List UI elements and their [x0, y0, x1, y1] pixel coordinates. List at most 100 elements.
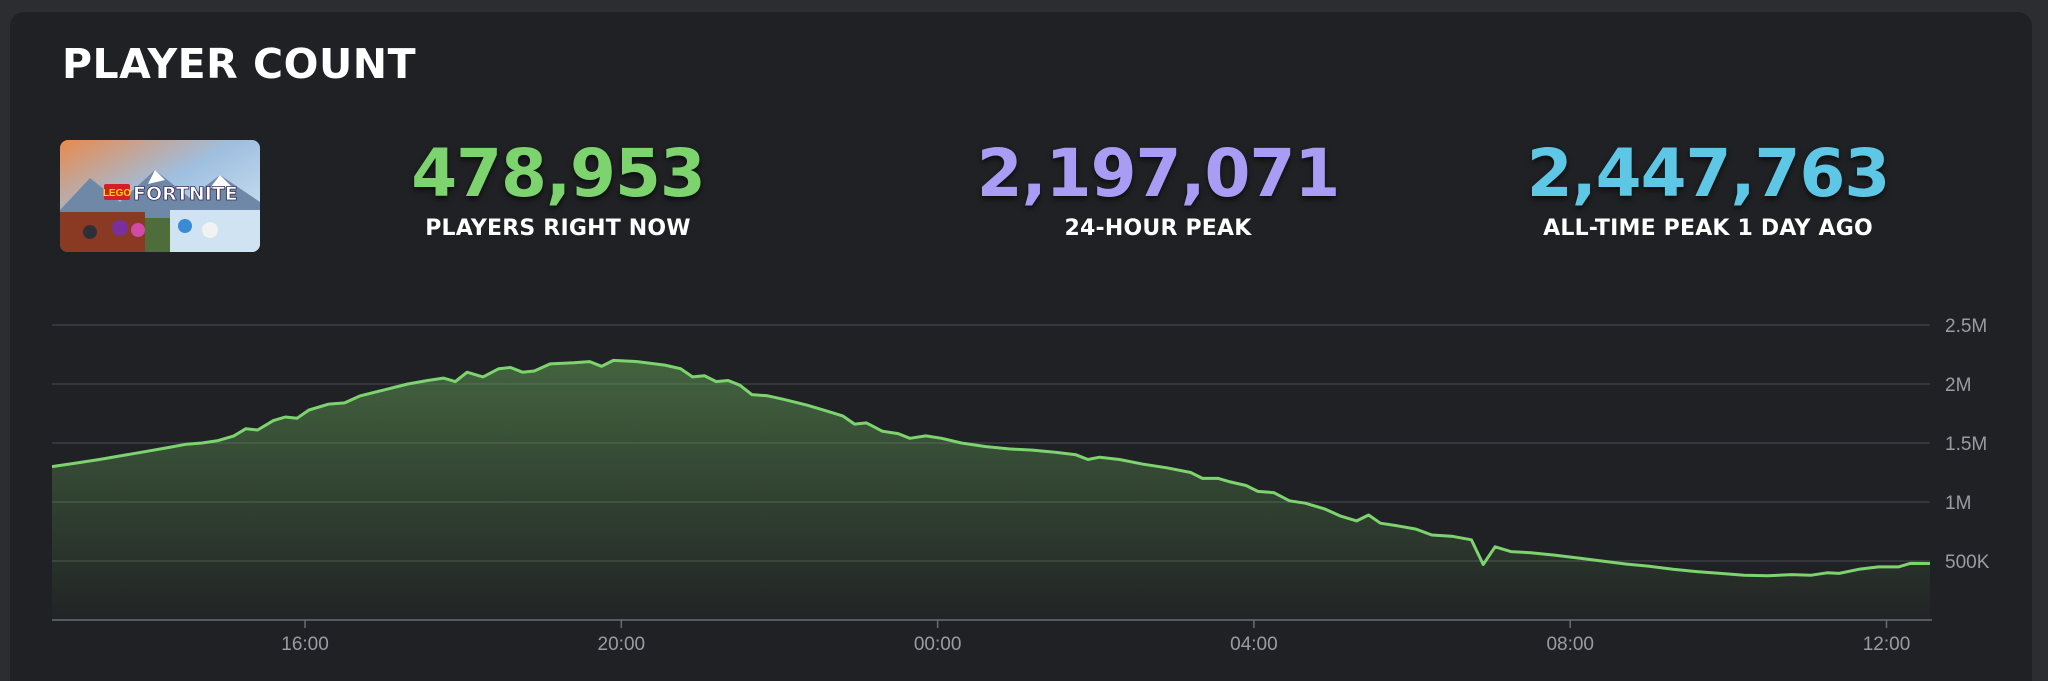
data-point[interactable] — [1892, 561, 1904, 573]
data-point[interactable] — [584, 356, 596, 368]
data-point[interactable] — [1252, 485, 1264, 497]
data-point[interactable] — [1762, 570, 1774, 582]
data-point[interactable] — [861, 417, 873, 429]
data-point[interactable] — [734, 379, 746, 391]
data-point[interactable] — [746, 389, 758, 401]
data-point[interactable] — [698, 370, 710, 382]
data-point[interactable] — [505, 362, 517, 374]
data-point[interactable] — [1477, 559, 1489, 571]
data-point[interactable] — [1374, 517, 1386, 529]
data-point[interactable] — [212, 435, 224, 447]
data-point[interactable] — [821, 405, 833, 417]
data-point[interactable] — [1284, 495, 1296, 507]
data-point[interactable] — [1137, 458, 1149, 470]
data-point[interactable] — [267, 415, 279, 427]
data-point[interactable] — [1240, 480, 1252, 492]
data-point[interactable] — [493, 363, 505, 375]
data-point[interactable] — [1548, 549, 1560, 561]
data-point[interactable] — [1212, 472, 1224, 484]
data-point[interactable] — [1620, 558, 1632, 570]
data-point[interactable] — [422, 375, 434, 387]
data-point[interactable] — [1299, 497, 1311, 509]
data-point[interactable] — [1821, 567, 1833, 579]
data-point[interactable] — [1525, 547, 1537, 559]
data-point[interactable] — [1446, 530, 1458, 542]
data-point[interactable] — [1268, 487, 1280, 499]
data-point[interactable] — [1094, 451, 1106, 463]
data-point[interactable] — [279, 411, 291, 423]
data-point[interactable] — [196, 437, 208, 449]
data-point[interactable] — [762, 390, 774, 402]
data-point[interactable] — [303, 404, 315, 416]
data-point[interactable] — [607, 354, 619, 366]
data-point[interactable] — [710, 376, 722, 388]
data-point[interactable] — [354, 390, 366, 402]
data-point[interactable] — [1505, 546, 1517, 558]
data-point[interactable] — [117, 449, 129, 461]
data-point[interactable] — [1319, 503, 1331, 515]
data-point[interactable] — [1805, 569, 1817, 581]
data-point[interactable] — [1363, 509, 1375, 521]
data-point[interactable] — [777, 393, 789, 405]
data-point[interactable] — [904, 432, 916, 444]
data-point[interactable] — [339, 397, 351, 409]
data-point[interactable] — [528, 365, 540, 377]
data-point[interactable] — [291, 412, 303, 424]
data-point[interactable] — [1390, 520, 1402, 532]
data-point[interactable] — [1904, 557, 1916, 569]
data-point[interactable] — [1335, 510, 1347, 522]
data-point[interactable] — [801, 399, 813, 411]
data-point[interactable] — [461, 366, 473, 378]
data-point[interactable] — [180, 438, 192, 450]
data-point[interactable] — [876, 425, 888, 437]
data-point[interactable] — [955, 437, 967, 449]
data-point[interactable] — [631, 356, 643, 368]
data-point[interactable] — [1003, 443, 1015, 455]
data-point[interactable] — [1596, 555, 1608, 567]
data-point[interactable] — [568, 357, 580, 369]
data-point[interactable] — [1082, 454, 1094, 466]
data-point[interactable] — [93, 454, 105, 466]
data-point[interactable] — [1738, 569, 1750, 581]
data-point[interactable] — [1070, 449, 1082, 461]
data-point[interactable] — [1853, 563, 1865, 575]
data-point[interactable] — [1197, 472, 1209, 484]
data-point[interactable] — [1224, 476, 1236, 488]
game-thumbnail[interactable]: LEGO FORTNITE — [60, 140, 260, 252]
data-point[interactable] — [517, 366, 529, 378]
data-point[interactable] — [70, 457, 82, 469]
data-point[interactable] — [1924, 558, 1936, 570]
data-point[interactable] — [1465, 534, 1477, 546]
data-point[interactable] — [1351, 515, 1363, 527]
data-point[interactable] — [46, 461, 58, 473]
data-point[interactable] — [228, 430, 240, 442]
data-point[interactable] — [722, 375, 734, 387]
data-point[interactable] — [323, 398, 335, 410]
data-point[interactable] — [477, 371, 489, 383]
data-point[interactable] — [1643, 560, 1655, 572]
data-point[interactable] — [1426, 529, 1438, 541]
data-point[interactable] — [1050, 446, 1062, 458]
data-point[interactable] — [596, 360, 608, 372]
data-point[interactable] — [849, 418, 861, 430]
data-point[interactable] — [1410, 523, 1422, 535]
data-point[interactable] — [449, 376, 461, 388]
data-point[interactable] — [165, 441, 177, 453]
data-point[interactable] — [1185, 467, 1197, 479]
data-point[interactable] — [687, 371, 699, 383]
data-point[interactable] — [1667, 563, 1679, 575]
data-point[interactable] — [979, 441, 991, 453]
data-point[interactable] — [892, 428, 904, 440]
data-point[interactable] — [1027, 444, 1039, 456]
data-point[interactable] — [240, 423, 252, 435]
data-point[interactable] — [1715, 567, 1727, 579]
data-point[interactable] — [378, 384, 390, 396]
data-point[interactable] — [252, 424, 264, 436]
data-point[interactable] — [936, 432, 948, 444]
data-point[interactable] — [659, 359, 671, 371]
data-point[interactable] — [1873, 561, 1885, 573]
data-point[interactable] — [1161, 462, 1173, 474]
data-point[interactable] — [1833, 567, 1845, 579]
data-point[interactable] — [920, 430, 932, 442]
data-point[interactable] — [675, 363, 687, 375]
